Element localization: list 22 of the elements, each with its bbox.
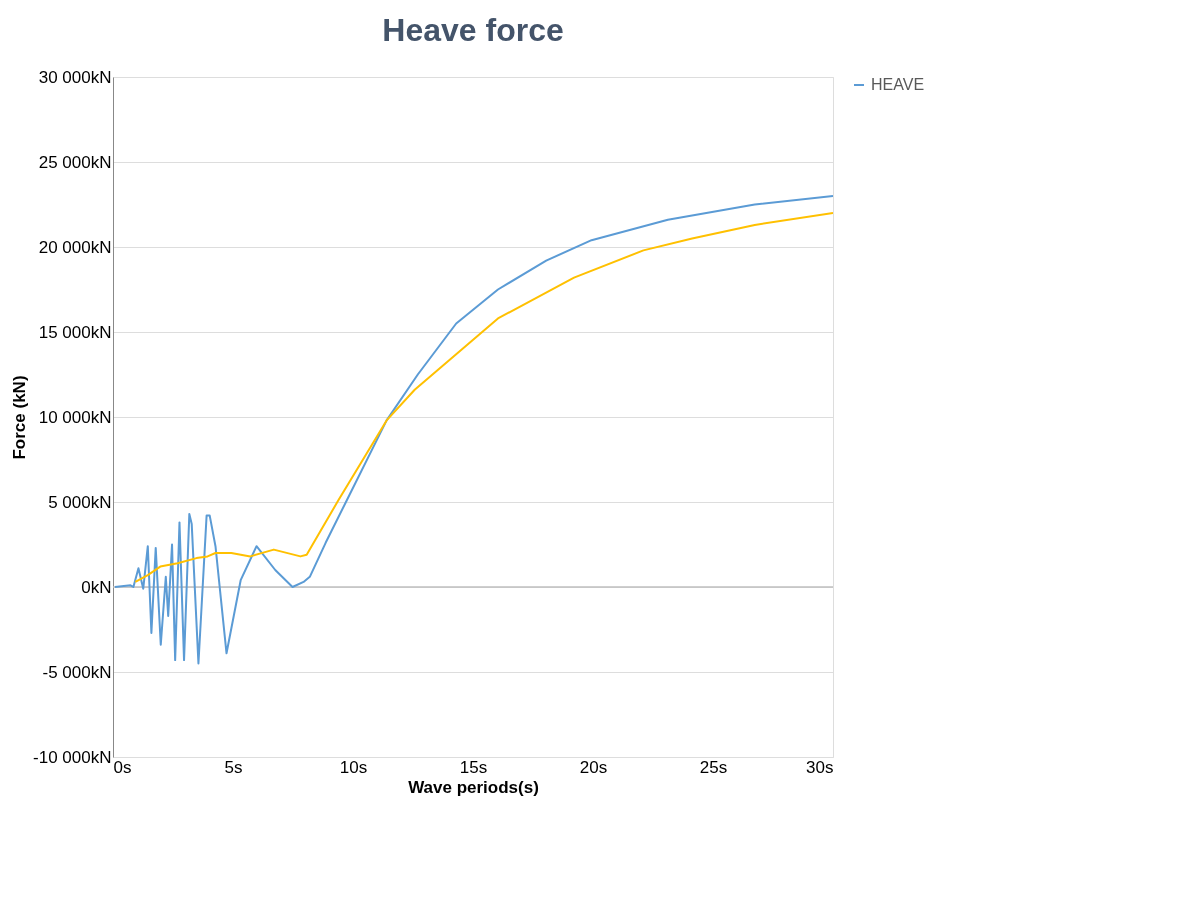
x-tick-label: 20s	[579, 757, 608, 777]
y-tick-label: 10 000kN	[38, 407, 112, 427]
x-tick-label: 30s	[806, 757, 834, 777]
y-tick-label: 30 000kN	[38, 67, 112, 87]
x-tick-label: 5s	[224, 757, 243, 777]
y-tick-label: -5 000kN	[42, 662, 112, 682]
x-tick-label: 10s	[339, 757, 368, 777]
y-axis-title: Force (kN)	[10, 375, 30, 460]
y-tick-label: 15 000kN	[38, 322, 112, 342]
x-tick-label: 25s	[699, 757, 728, 777]
legend-label: HEAVE	[871, 76, 925, 93]
line-series	[113, 195, 833, 665]
y-tick-label: 20 000kN	[38, 237, 112, 257]
y-tick-label: 25 000kN	[38, 152, 112, 172]
line-series	[134, 212, 833, 583]
x-tick-label: 0s	[113, 757, 132, 777]
chart-title: Heave force	[382, 12, 564, 48]
y-tick-label: 5 000kN	[48, 492, 112, 512]
y-tick-label: -10 000kN	[33, 747, 112, 767]
x-axis-title: Wave periods(s)	[408, 777, 539, 797]
y-tick-label: 0kN	[81, 577, 112, 597]
x-tick-label: 15s	[459, 757, 488, 777]
